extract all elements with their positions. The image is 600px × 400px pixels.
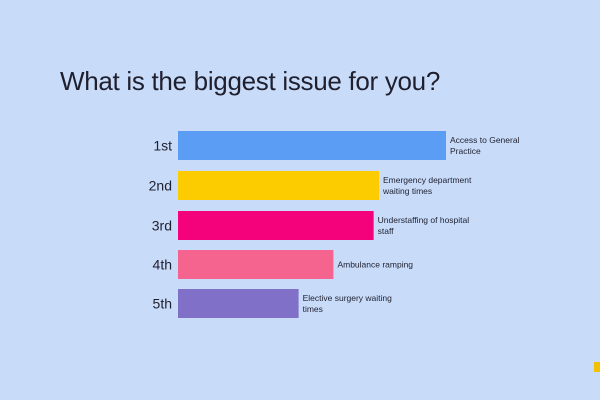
- bar-label-2: Emergency department waiting times: [382, 175, 472, 196]
- chart-title: What is the biggest issue for you?: [60, 66, 441, 96]
- bar-label-3: Understaffing of hospital staff: [378, 215, 470, 236]
- rank-label-3: 3rd: [152, 218, 172, 234]
- bar-label-4: Ambulance ramping: [337, 260, 413, 270]
- rank-label-2: 2nd: [149, 178, 172, 194]
- bar-5: [178, 289, 299, 318]
- bar-2: [178, 171, 379, 200]
- bar-label-1: Access to General Practice: [450, 135, 520, 156]
- bar-1: [178, 131, 446, 160]
- bar-3: [178, 211, 374, 240]
- rank-label-5: 5th: [153, 296, 172, 312]
- rank-label-4: 4th: [153, 257, 172, 273]
- bar-4: [178, 250, 334, 279]
- rank-label-1: 1st: [153, 138, 172, 154]
- bar-label-5: Elective surgery waiting times: [303, 293, 393, 314]
- corner-decoration: [594, 362, 600, 372]
